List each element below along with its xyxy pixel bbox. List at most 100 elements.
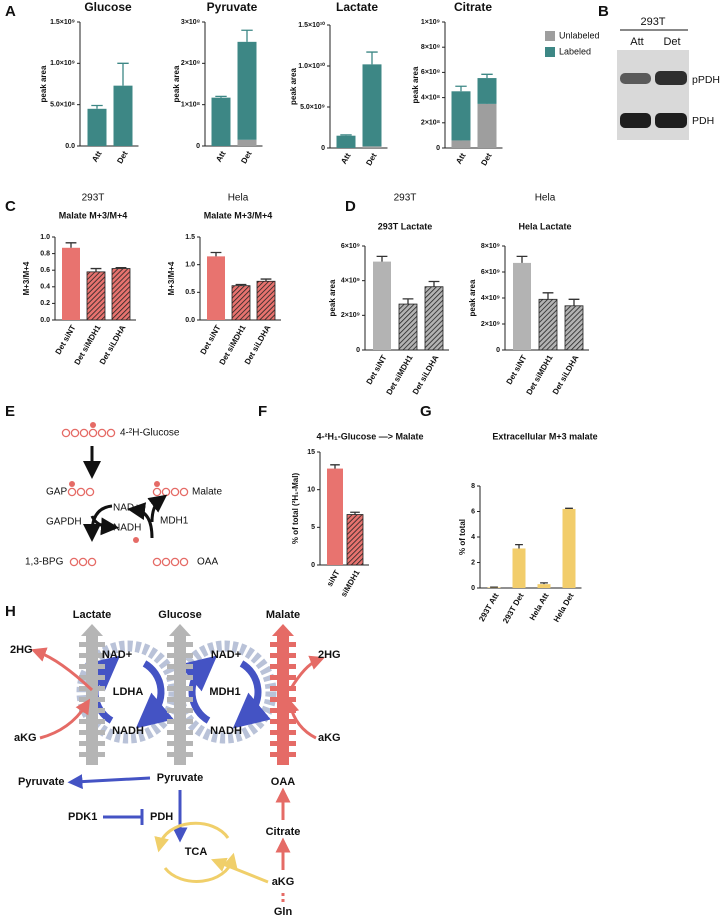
error-bar xyxy=(241,29,253,42)
legend-label: Unlabeled xyxy=(559,30,600,40)
metabolite-label: 2HG xyxy=(318,649,341,661)
column-rung xyxy=(79,708,105,713)
chart-title: 293T Lactate xyxy=(378,221,433,231)
y-tick-label: 6×10⁸ xyxy=(421,69,440,76)
bar-segment xyxy=(336,135,356,148)
y-tick-label: 0.2 xyxy=(40,300,50,307)
y-tick-label: 0.5 xyxy=(185,289,195,296)
chart-title: Extracellular M+3 malate xyxy=(492,431,597,441)
bar xyxy=(346,514,364,566)
y-tick-label: 1.5×10⁹ xyxy=(50,19,75,26)
chart-title: Lactate xyxy=(336,0,378,14)
error-bar xyxy=(540,582,548,585)
panel-label: G xyxy=(420,403,432,420)
column-rung xyxy=(270,697,296,702)
y-tick-label: 0 xyxy=(356,347,360,354)
enzyme-label: MDH1 xyxy=(209,686,240,698)
cycle-arrow xyxy=(232,660,271,729)
cofactor-label: NADH xyxy=(210,725,242,737)
column-arrowhead xyxy=(272,624,294,636)
blot-band-label: pPDH xyxy=(692,74,720,86)
y-tick-label: 5.0×10⁸ xyxy=(50,102,75,109)
metabolite-label: Citrate xyxy=(266,826,301,838)
cofactor-label: NAD+ xyxy=(113,503,140,514)
metabolite-label: Pyruvate xyxy=(157,772,203,784)
x-tick-label: Det siNT xyxy=(505,353,529,386)
column-rung xyxy=(167,697,193,702)
bar-segment xyxy=(237,41,257,140)
column-rung xyxy=(167,719,193,724)
charts: Glucose peak area 0.0 5.0×10⁸ 1.0×10⁹ 1.5×10⁹… xyxy=(22,0,599,625)
cycle-arrow xyxy=(179,655,218,724)
y-axis-label: M+3/M+4 xyxy=(22,261,31,295)
chart-title: Citrate xyxy=(454,0,492,14)
legend-swatch xyxy=(545,31,555,41)
error-bar xyxy=(260,278,272,282)
western-blot: 293T Att Det pPDH PDH xyxy=(617,16,720,140)
y-tick-label: 0.4 xyxy=(40,284,50,291)
arrow xyxy=(83,504,113,542)
y-tick-label: 6×10⁹ xyxy=(341,243,360,250)
error-bar xyxy=(235,283,247,286)
error-bar xyxy=(117,62,129,86)
column-rung xyxy=(79,719,105,724)
y-axis-label: peak area xyxy=(328,279,337,316)
y-tick-label: 8×10⁸ xyxy=(421,44,440,51)
error-bar xyxy=(568,298,580,306)
chart-title: Hela Lactate xyxy=(518,221,571,231)
panel-label: A xyxy=(5,3,16,20)
x-tick-label: Det xyxy=(479,151,493,167)
column-rung xyxy=(79,653,105,658)
column-rung xyxy=(167,642,193,647)
arrow xyxy=(154,821,230,853)
x-tick-label: 293T Att xyxy=(477,591,501,623)
y-tick-label: 6×10⁹ xyxy=(481,269,500,276)
x-tick-label: Det siMDH1 xyxy=(385,353,415,396)
enzyme-label: GAPDH xyxy=(46,517,82,528)
bar xyxy=(538,298,558,351)
chart-subtitle: 293T xyxy=(394,193,417,204)
bar xyxy=(373,261,391,350)
column-rung xyxy=(167,653,193,658)
error-bar xyxy=(330,464,340,469)
blot-lane: Det xyxy=(663,36,680,48)
panel-label: D xyxy=(345,198,356,215)
y-tick-label: 2×10⁸ xyxy=(181,60,200,67)
error-bar xyxy=(481,73,493,79)
metabolite-label: 1,3-BPG xyxy=(25,557,64,568)
y-tick-label: 2×10⁸ xyxy=(421,120,440,127)
bar xyxy=(513,262,531,350)
y-tick-label: 0 xyxy=(196,143,200,150)
y-tick-label: 0 xyxy=(321,145,325,152)
x-tick-label: Hela Det xyxy=(552,591,576,624)
blot-band-label: PDH xyxy=(692,115,714,127)
blot-cell-line: 293T xyxy=(640,16,665,28)
x-tick-label: siMDH1 xyxy=(339,568,362,598)
metabolite-label: Pyruvate xyxy=(18,776,64,788)
x-tick-label: Det xyxy=(239,149,253,165)
y-tick-label: 1.0×10¹⁰ xyxy=(298,62,325,70)
error-bar xyxy=(402,298,414,305)
x-tick-label: Att xyxy=(454,151,468,165)
metabolite-label: Glucose xyxy=(158,609,201,621)
column-rung xyxy=(270,752,296,757)
x-tick-label: Att xyxy=(214,149,228,163)
x-tick-label: Det siLDHA xyxy=(411,353,441,396)
enzyme-label: LDHA xyxy=(113,686,144,698)
column-rung xyxy=(270,653,296,658)
chart-subtitle: Hela xyxy=(228,193,249,204)
y-tick-label: 1.5×10¹⁰ xyxy=(298,21,325,29)
chart-subtitle: Hela xyxy=(535,193,556,204)
blot-lane: Att xyxy=(630,36,643,48)
error-bar xyxy=(350,511,360,515)
column-rung xyxy=(79,642,105,647)
metabolite-label: GAP xyxy=(46,487,67,498)
y-tick-label: 2×10⁹ xyxy=(481,321,500,328)
deuterium-label xyxy=(69,422,160,543)
enzyme-label: MDH1 xyxy=(160,516,189,527)
error-bar xyxy=(90,267,102,272)
column-rung xyxy=(270,730,296,735)
y-tick-label: 10 xyxy=(307,487,315,494)
column-rung xyxy=(167,741,193,746)
